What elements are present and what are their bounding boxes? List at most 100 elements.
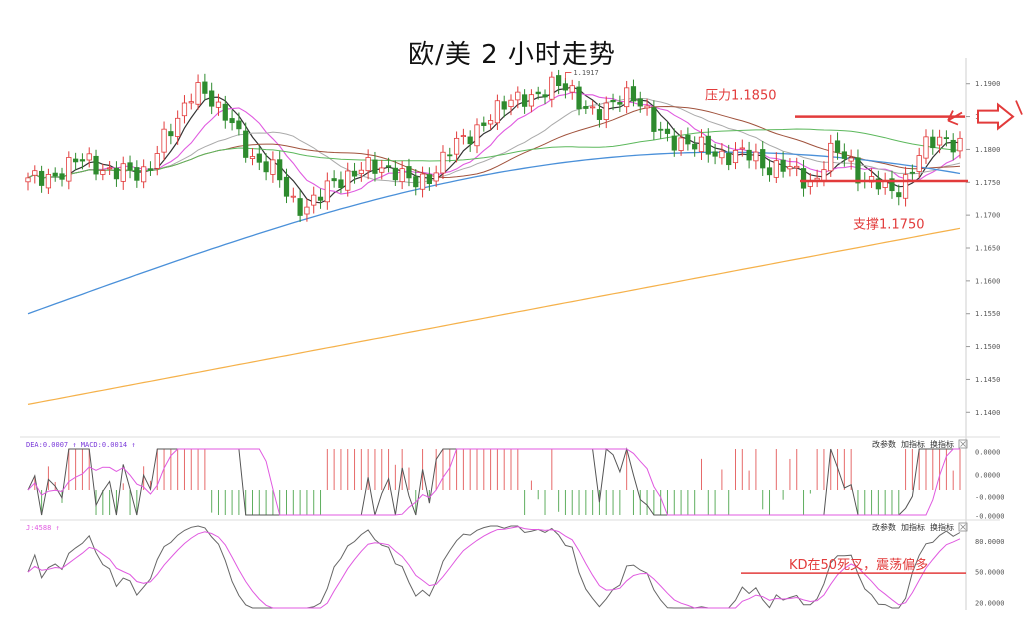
price-tick-label: 1.1600 [975, 277, 1000, 285]
candle-body [848, 157, 854, 162]
macd-tick-label: 0.0000 [975, 449, 1000, 457]
candle-body [79, 159, 86, 162]
candle-body [644, 105, 650, 109]
candle-body [712, 151, 718, 157]
candle-body [889, 178, 895, 192]
candle-body [175, 117, 181, 137]
candle-body [392, 167, 398, 181]
candle-body [766, 167, 773, 176]
candle-body [916, 155, 922, 172]
macd-tick-label: -0.0000 [975, 513, 1005, 521]
candle-body [515, 91, 521, 101]
price-tick-label: 1.1700 [975, 212, 1000, 220]
price-tick-label: 1.1900 [975, 80, 1000, 88]
candle-body [440, 151, 446, 174]
candle-body [351, 170, 358, 177]
candle-body [556, 75, 562, 86]
candle-body [453, 137, 460, 155]
macd-tick-label: 0.0000 [975, 472, 1000, 480]
candle-body [508, 99, 514, 107]
candle-body [304, 206, 310, 215]
candle-body [814, 177, 820, 181]
candle-body [345, 170, 351, 191]
candle-body [637, 98, 643, 107]
candle-body [685, 134, 691, 145]
candle-body [719, 150, 725, 159]
macd-dea-line [27, 448, 960, 516]
candle-body [542, 94, 548, 98]
macd-button-2: 换指标 [930, 439, 954, 449]
candle-body [678, 137, 684, 151]
candle-body [406, 166, 412, 179]
candle-body [236, 120, 242, 130]
candle-body [603, 102, 609, 120]
candle-body [107, 167, 113, 170]
candle-body [372, 159, 378, 174]
candle-body [671, 135, 677, 151]
ma-orange-line [27, 227, 961, 405]
candle-body [651, 107, 657, 132]
candle-body [739, 147, 745, 150]
candle-body [664, 128, 671, 134]
candle-body [86, 153, 92, 161]
kd-d-line [27, 526, 961, 609]
candle-body [385, 165, 392, 168]
candle-body [324, 180, 330, 203]
candle-body [460, 135, 466, 137]
candle-body [229, 118, 235, 124]
candle-body [624, 87, 630, 108]
candle-body [610, 99, 616, 103]
candle-body [188, 101, 194, 104]
candle-body [168, 131, 174, 137]
candle-body [950, 139, 956, 153]
candle-body [447, 154, 453, 157]
macd-button-1: 加指标 [901, 439, 925, 449]
candle-body [590, 106, 596, 109]
kd-tick-label: 50.0000 [975, 569, 1005, 577]
candle-body [855, 157, 861, 184]
kd-tick-label: 20.0000 [975, 599, 1005, 607]
support-label: 支撑1.1750 [853, 217, 925, 232]
kd-header: J:4588 ↑ [26, 524, 60, 532]
candle-body [875, 178, 881, 190]
chart-title: 欧/美 2 小时走势 [408, 40, 616, 70]
candle-body [753, 151, 759, 162]
resistance-arrow-icon [977, 102, 1015, 131]
candle-body [936, 136, 943, 146]
kd-button-2: 换指标 [930, 522, 954, 532]
candle-body [787, 166, 793, 170]
candle-body [290, 195, 296, 198]
ma-gray-line [27, 97, 961, 184]
candle-body [746, 149, 752, 161]
price-tick-label: 1.1750 [975, 179, 1000, 187]
candle-body [134, 167, 140, 181]
macd-header: DEA:0.0007 ↑ MACD:0.0014 ↑ [26, 441, 136, 449]
price-tick-label: 1.1500 [975, 343, 1000, 351]
ma-blue-line [27, 151, 961, 315]
candle-body [209, 90, 215, 107]
candle-body [760, 149, 766, 169]
price-tick-label: 1.1550 [975, 310, 1000, 318]
candle-body [127, 162, 133, 171]
candle-body [25, 177, 31, 183]
candle-body [923, 136, 929, 159]
candle-body [426, 174, 432, 184]
candle-body [399, 168, 405, 183]
ma-green-line [27, 128, 961, 179]
candle-body [270, 159, 276, 175]
candle-body [726, 152, 732, 166]
ma-pink-line [27, 91, 961, 195]
candle-body [202, 81, 208, 94]
candle-body [494, 100, 501, 124]
candle-body [617, 101, 623, 105]
candle-body [474, 124, 480, 147]
kd-button-1: 加指标 [901, 522, 925, 532]
candle-body [317, 196, 324, 201]
kd-k-line [27, 525, 961, 609]
candle-body [181, 102, 188, 117]
candle-body [243, 130, 249, 158]
candle-body [896, 192, 902, 198]
candle-body [807, 181, 813, 187]
peak-marker [565, 72, 572, 81]
kd-close-icon [960, 524, 966, 530]
